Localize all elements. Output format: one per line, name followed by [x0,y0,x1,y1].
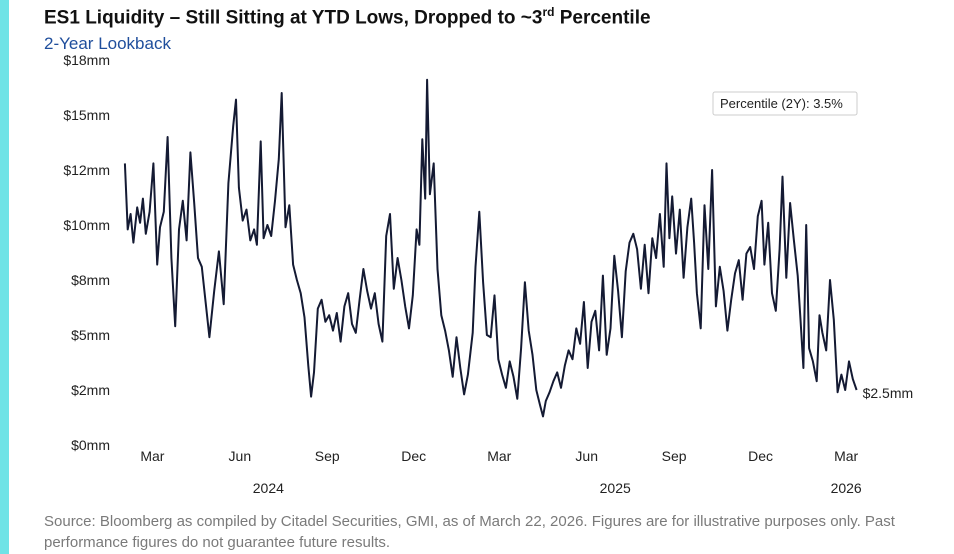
x-tick-label: Mar [487,448,511,464]
accent-bar [0,0,9,554]
year-label: 2025 [600,480,631,496]
x-tick-label: Dec [748,448,773,464]
source-note: Source: Bloomberg as compiled by Citadel… [44,513,895,551]
x-tick-label: Mar [834,448,858,464]
percentile-box [712,91,858,116]
year-label: 2024 [253,480,284,496]
y-tick-label: $2mm [71,382,110,398]
series-line [123,78,858,418]
x-tick-label: Mar [140,448,164,464]
percentile-annotation: Percentile (2Y): 3.5% [712,91,858,116]
chart-title: ES1 Liquidity – Still Sitting at YTD Low… [44,5,651,29]
y-tick-label: $5mm [71,327,110,343]
x-tick-label: Sep [315,448,340,464]
title-superscript: rd [542,5,555,19]
x-tick-label: Jun [229,448,252,464]
y-tick-label: $10mm [63,217,110,233]
chart-subtitle: 2-Year Lookback [44,34,171,53]
percentile-text: Percentile (2Y): 3.5% [720,96,843,111]
y-tick-label: $0mm [71,437,110,453]
x-tick-label: Jun [575,448,598,464]
x-tick-label: Dec [401,448,426,464]
end-value-label: $2.5mm [863,385,914,401]
x-tick-label: Sep [662,448,687,464]
y-tick-label: $18mm [63,52,110,68]
y-tick-label: $8mm [71,272,110,288]
year-label: 2026 [831,480,862,496]
y-tick-label: $12mm [63,162,110,178]
y-tick-label: $15mm [63,107,110,123]
